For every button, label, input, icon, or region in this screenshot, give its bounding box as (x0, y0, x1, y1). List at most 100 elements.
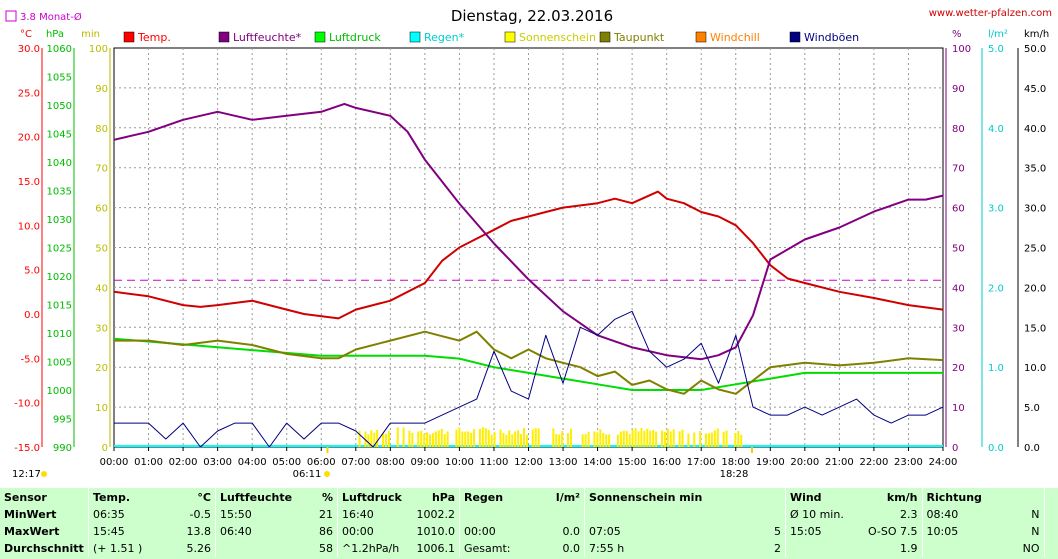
sunshine-bar (370, 430, 373, 447)
legend-swatch (599, 31, 611, 43)
cell: N (1031, 525, 1040, 538)
axis-tick-press: 1030 (47, 215, 72, 226)
sunshine-bar (722, 431, 725, 447)
sunshine-bar (584, 434, 587, 447)
watermark-link[interactable]: www.wetter-pfalzen.com (929, 8, 1052, 19)
cell: 06:35 (88, 506, 157, 523)
cell: 13.8 (186, 525, 212, 538)
sunshine-bar (669, 431, 672, 447)
cell: 10:05 (921, 523, 996, 540)
cell: O-SO 7.5 (867, 525, 918, 538)
cell: 86 (319, 525, 333, 538)
cell: 06:40 (215, 523, 299, 540)
legend-swatch (314, 31, 326, 43)
axis-tick-hum: 20 (952, 363, 965, 374)
filler (1043, 523, 1058, 540)
cell: 7:55 h (583, 540, 733, 557)
hdr-wind: Wind (784, 488, 864, 506)
cell (538, 506, 585, 523)
cell: 15:05 (784, 523, 864, 540)
x-tick-label: 19:00 (756, 457, 785, 468)
cell: 00:00 (459, 523, 538, 540)
axis-tick-hum: 10 (952, 403, 965, 414)
hdr-hum-unit: % (321, 490, 333, 504)
sunshine-bar (429, 434, 432, 447)
sunshine-bar (596, 432, 599, 447)
sunshine-bar (737, 430, 740, 447)
cell: 1010.0 (416, 525, 456, 538)
sunshine-bar (502, 432, 505, 447)
legend-swatch (504, 31, 516, 43)
cell: (+ 1.51 ) (88, 540, 157, 557)
sunshine-bar (681, 429, 684, 447)
sunshine-bar (367, 434, 370, 447)
x-tick-label: 06:00 (307, 457, 336, 468)
sunshine-bar (687, 433, 690, 447)
x-tick-label: 07:00 (341, 457, 370, 468)
cell: 2 (773, 542, 781, 555)
legend-label: Regen* (424, 31, 465, 44)
sunshine-bar (431, 433, 434, 447)
sunshine-bar (376, 429, 379, 447)
axis-tick-rain: 1.0 (988, 363, 1004, 374)
sunshine-bar (522, 427, 525, 447)
sunshine-bar (734, 433, 737, 447)
axis-tick-press: 1005 (47, 358, 72, 369)
sunshine-bar (473, 429, 476, 447)
sunshine-bar (558, 434, 561, 447)
sunshine-bar (634, 427, 637, 447)
axis-unit-temp: °C (20, 29, 32, 40)
sunshine-bar (461, 431, 464, 447)
sunshine-bar (520, 434, 523, 447)
cell: 15:45 (88, 523, 157, 540)
legend-swatch (695, 31, 707, 43)
axis-tick-sun: 60 (95, 204, 108, 215)
cell (583, 506, 733, 523)
axis-tick-hum: 80 (952, 124, 965, 135)
hdr-temp-unit: °C (197, 490, 211, 504)
sunshine-bar (716, 428, 719, 447)
hdr-rain: Regen (459, 488, 538, 506)
sunshine-bar (525, 434, 528, 447)
sunshine-bar (561, 431, 564, 447)
axis-tick-hum: 90 (952, 84, 965, 95)
axis-tick-temp: 20.0 (18, 133, 40, 144)
axis-tick-press: 1035 (47, 187, 72, 198)
axis-tick-sun: 90 (95, 84, 108, 95)
cell: 1.9 (900, 542, 918, 555)
hdr-press-unit: hPa (431, 490, 455, 504)
sunshine-bar (666, 428, 669, 447)
sunshine-bar (446, 431, 449, 447)
hdr-filler (1043, 488, 1058, 506)
axis-tick-press: 1025 (47, 244, 72, 255)
stats-panel: Sensor Temp. °C Luftfeuchte % Luftdruck … (0, 488, 1058, 559)
sunshine-bar (470, 432, 473, 447)
legend-swatch (123, 31, 135, 43)
cell: -0.5 (189, 508, 211, 521)
sunshine-bar (417, 431, 420, 447)
sunshine-bar (358, 430, 361, 447)
axis-tick-wind: 20.0 (1024, 283, 1046, 294)
legend-swatch (789, 31, 801, 43)
x-tick-label: 22:00 (860, 457, 889, 468)
series-line-windben (114, 310, 944, 448)
sunshine-bar (499, 429, 502, 447)
sunshine-bar (649, 430, 652, 447)
legend-label: Luftdruck (329, 31, 381, 44)
sunshine-bar (707, 433, 710, 447)
axis-tick-hum: 60 (952, 204, 965, 215)
sunshine-bar (593, 431, 596, 447)
axis-tick-press: 990 (53, 443, 72, 454)
stats-row-min: MinWert 06:35 -0.5 15:50 21 16:40 1002.2… (0, 506, 1058, 523)
sunshine-bar (678, 431, 681, 447)
sunset-label: 18:28 (720, 469, 749, 480)
hdr-hum: Luftfeuchte (215, 488, 299, 506)
legend-label: Temp. (137, 31, 171, 44)
sunshine-bar (411, 432, 414, 447)
monthly-avg-marker-icon (5, 10, 17, 22)
x-tick-label: 01:00 (134, 457, 163, 468)
sunshine-bar (458, 427, 461, 447)
x-tick-label: 02:00 (169, 457, 198, 468)
axis-tick-sun: 80 (95, 124, 108, 135)
axis-tick-sun: 40 (95, 283, 108, 294)
